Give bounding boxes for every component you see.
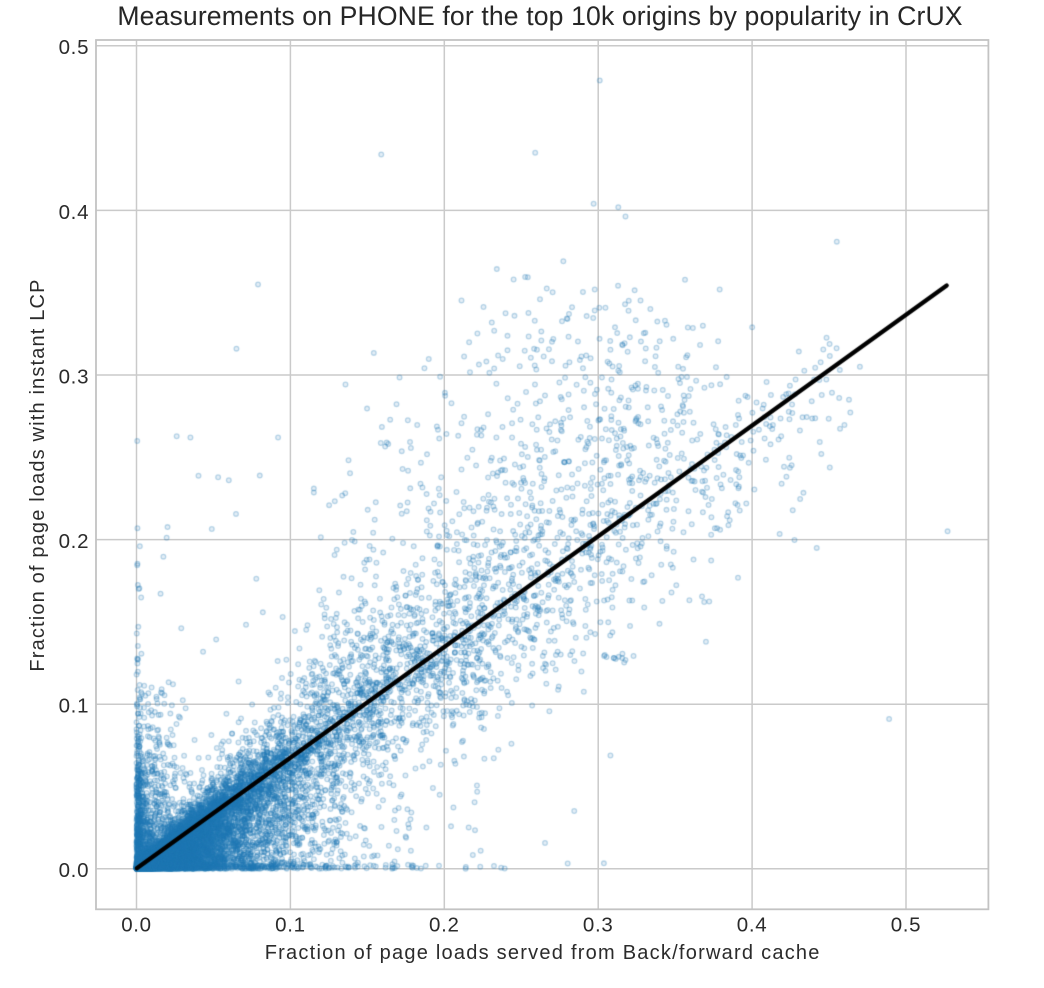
svg-text:0.5: 0.5: [891, 914, 922, 937]
svg-text:0.2: 0.2: [429, 914, 460, 937]
svg-text:0.3: 0.3: [59, 365, 90, 388]
svg-text:0.4: 0.4: [59, 201, 90, 224]
svg-text:0.0: 0.0: [59, 859, 90, 882]
svg-text:0.4: 0.4: [737, 914, 768, 937]
svg-text:Fraction of page loads served: Fraction of page loads served from Back/…: [265, 942, 821, 964]
svg-text:0.0: 0.0: [121, 914, 152, 937]
svg-text:0.3: 0.3: [583, 914, 614, 937]
svg-text:Measurements on PHONE for the: Measurements on PHONE for the top 10k or…: [117, 1, 962, 31]
svg-text:0.2: 0.2: [59, 530, 90, 553]
svg-text:0.1: 0.1: [59, 695, 90, 718]
svg-text:0.5: 0.5: [59, 36, 90, 59]
svg-text:Fraction of page loads with in: Fraction of page loads with instant LCP: [27, 278, 49, 671]
svg-text:0.1: 0.1: [275, 914, 306, 937]
